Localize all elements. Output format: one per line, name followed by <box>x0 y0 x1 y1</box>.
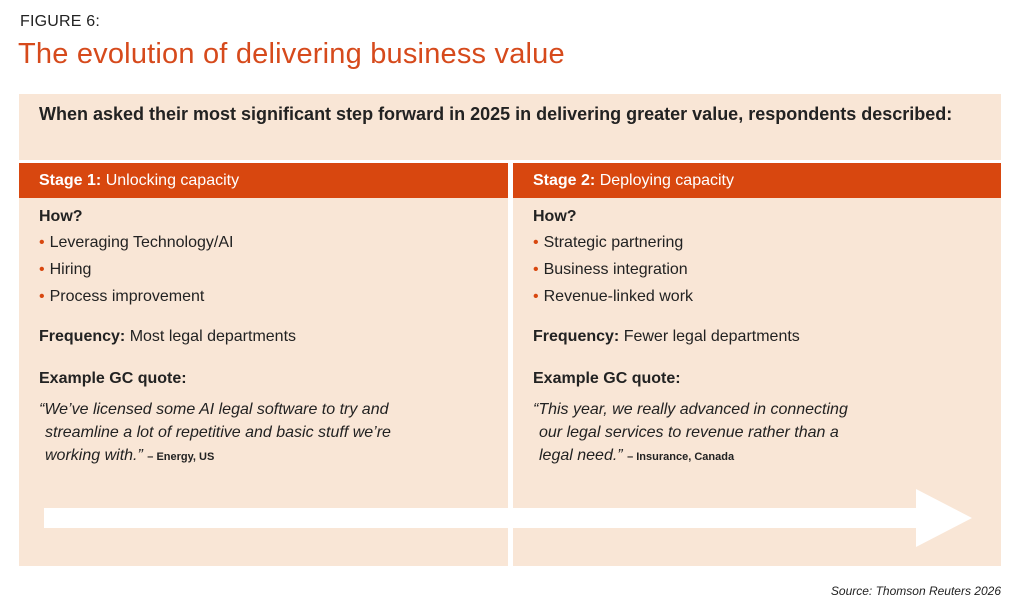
quote-line: legal need.” <box>539 447 623 464</box>
quote-line: streamline a lot of repetitive and basic… <box>45 424 391 441</box>
list-item: • Revenue-linked work <box>533 283 693 310</box>
list-item-text: Hiring <box>49 261 92 278</box>
frequency-label: Frequency: <box>533 328 620 345</box>
list-item: • Strategic partnering <box>533 229 693 256</box>
stage-2-title: Deploying capacity <box>599 172 734 189</box>
list-item: • Business integration <box>533 256 693 283</box>
figure-label: FIGURE 6: <box>20 13 101 30</box>
list-item: • Hiring <box>39 256 233 283</box>
stage-1-header: Stage 1: Unlocking capacity <box>19 163 508 198</box>
stage-2-quote-label: Example GC quote: <box>533 370 681 387</box>
stage-1-prefix: Stage 1: <box>39 172 102 189</box>
stage-2-how-label: How? <box>533 208 577 225</box>
stage-1-quote: “We’ve licensed some AI legal software t… <box>39 398 459 469</box>
frequency-value: Fewer legal departments <box>623 328 800 345</box>
quote-line: our legal services to revenue rather tha… <box>539 424 839 441</box>
intro-text: When asked their most significant step f… <box>39 104 953 124</box>
list-item-text: Strategic partnering <box>543 234 684 251</box>
stage-2-how-list: • Strategic partnering • Business integrat… <box>533 229 693 310</box>
source-note: Source: Thomson Reuters 2026 <box>830 584 1001 598</box>
stage-2-prefix: Stage 2: <box>533 172 596 189</box>
progression-arrow-icon <box>44 489 972 547</box>
list-item-text: Business integration <box>543 261 688 278</box>
frequency-label: Frequency: <box>39 328 126 345</box>
stage-1-frequency: Frequency: Most legal departments <box>39 328 296 346</box>
bullet-icon: • <box>39 234 45 251</box>
bullet-icon: • <box>39 261 45 278</box>
list-item-text: Process improvement <box>49 288 205 305</box>
stage-1-how-label: How? <box>39 208 83 225</box>
stage-1-how-list: • Leveraging Technology/AI • Hiring • Proce… <box>39 229 233 310</box>
list-item-text: Revenue-linked work <box>543 288 694 305</box>
quote-source: – Insurance, Canada <box>627 451 735 463</box>
quote-source: – Energy, US <box>147 451 215 463</box>
stage-1-title: Unlocking capacity <box>105 172 240 189</box>
bullet-icon: • <box>39 288 45 305</box>
stage-1-quote-label: Example GC quote: <box>39 370 187 387</box>
stage-2-frequency: Frequency: Fewer legal departments <box>533 328 800 346</box>
list-item: • Leveraging Technology/AI <box>39 229 233 256</box>
frequency-value: Most legal departments <box>129 328 297 345</box>
list-item: • Process improvement <box>39 283 233 310</box>
content-panel: When asked their most significant step f… <box>19 94 1001 566</box>
horizontal-divider <box>19 160 1001 163</box>
quote-line: “This year, we really advanced in connec… <box>533 401 848 418</box>
bullet-icon: • <box>533 261 539 278</box>
stage-2-column: How? • Strategic partnering • Business int… <box>513 198 1001 566</box>
figure-title: The evolution of delivering business val… <box>18 38 565 70</box>
stage-2-quote: “This year, we really advanced in connec… <box>533 398 953 469</box>
column-divider <box>508 163 513 566</box>
quote-line: working with.” <box>45 447 143 464</box>
stage-1-column: How? • Leveraging Technology/AI • Hiring •… <box>19 198 508 566</box>
list-item-text: Leveraging Technology/AI <box>49 234 234 251</box>
stage-2-header: Stage 2: Deploying capacity <box>513 163 1001 198</box>
bullet-icon: • <box>533 288 539 305</box>
bullet-icon: • <box>533 234 539 251</box>
quote-line: “We’ve licensed some AI legal software t… <box>39 401 389 418</box>
